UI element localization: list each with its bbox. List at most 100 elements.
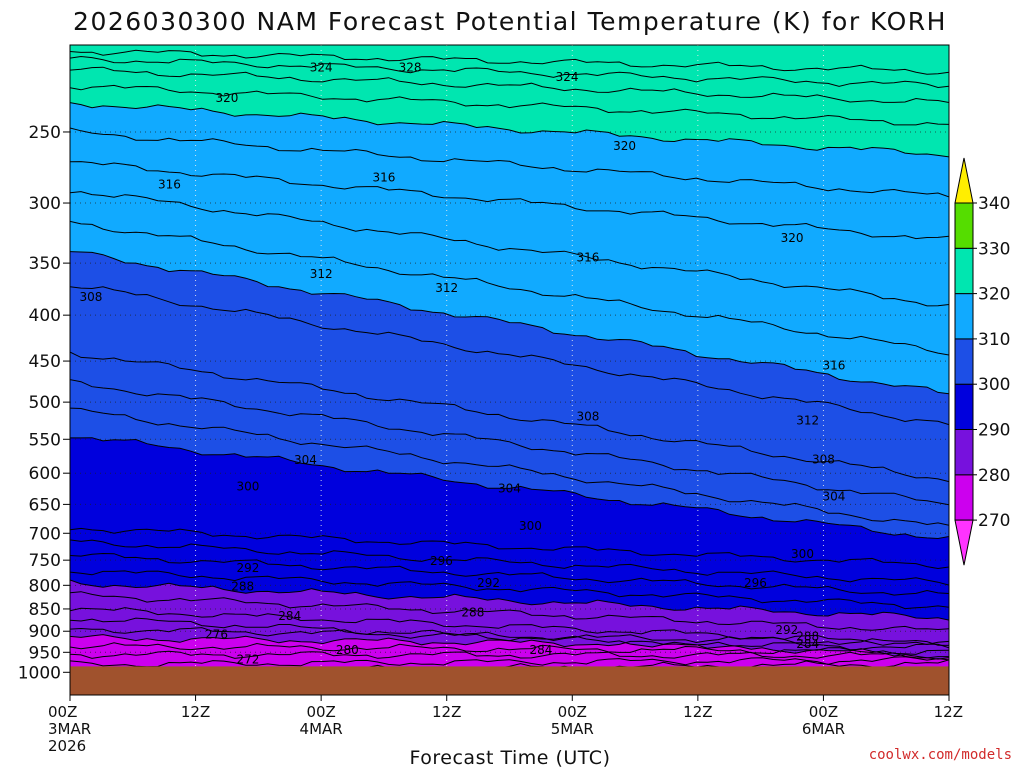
contour-label-31: 288 <box>796 629 819 643</box>
contour-320 <box>70 102 949 158</box>
contour-label-32: 280 <box>336 643 359 657</box>
y-tick-label-900: 900 <box>29 622 61 642</box>
contour-label-2: 324 <box>556 70 579 84</box>
contour-label-19: 304 <box>822 490 845 504</box>
colorbar-tick-label-320: 320 <box>978 285 1010 305</box>
credit-text: coolwx.com/models <box>869 747 1012 763</box>
contour-label-18: 304 <box>498 481 521 495</box>
x-tick-label-4-1: 00Z <box>558 703 587 721</box>
y-tick-label-400: 400 <box>29 306 61 326</box>
colorbar-band-290 <box>954 383 974 431</box>
x-tick-label-4-2: 5MAR <box>551 720 594 738</box>
y-tick-label-500: 500 <box>29 393 61 413</box>
y-tick-label-650: 650 <box>29 495 61 515</box>
x-tick-label-1-1: 12Z <box>181 703 210 721</box>
contour-278 <box>70 642 949 655</box>
contour-label-4: 320 <box>613 139 636 153</box>
contour-label-30: 276 <box>205 628 228 642</box>
contour-294 <box>70 552 949 596</box>
contour-label-17: 300 <box>236 480 259 494</box>
contour-label-3: 320 <box>216 91 239 105</box>
colorbar-tick-label-330: 330 <box>978 239 1010 259</box>
contour-312 <box>70 220 949 356</box>
colorbar-band-280 <box>954 429 974 476</box>
contour-290 <box>70 579 949 621</box>
contour-label-25: 296 <box>744 576 767 590</box>
y-tick-label-350: 350 <box>29 254 61 274</box>
contour-284 <box>70 617 949 660</box>
fill-band-328 <box>70 45 949 75</box>
y-tick-label-300: 300 <box>29 194 61 214</box>
colorbar-tick-label-300: 300 <box>978 375 1010 395</box>
contour-label-22: 296 <box>430 554 453 568</box>
x-tick-label-0-2: 3MAR <box>48 720 91 738</box>
contour-328 <box>70 49 949 75</box>
y-axis: 2503003504004505005506006507007508008509… <box>18 123 70 683</box>
colorbar-tick-label-340: 340 <box>978 194 1010 214</box>
chart-title: 2026030300 NAM Forecast Potential Temper… <box>73 7 947 36</box>
contour-labels: 324 328 324 320 320 316 316 320 316 312 312 308 316 3… <box>79 61 845 667</box>
contour-314 <box>70 191 949 307</box>
grid-lines <box>70 45 949 695</box>
plot-frame <box>69 44 950 696</box>
y-tick-label-1000: 1000 <box>18 663 61 683</box>
contour-label-5: 316 <box>158 177 181 191</box>
contour-label-8: 316 <box>577 251 600 265</box>
colorbar-band-300 <box>954 338 974 385</box>
x-tick-label-2-1: 00Z <box>306 703 335 721</box>
y-tick-label-700: 700 <box>29 524 61 544</box>
contour-306 <box>70 351 949 483</box>
contour-label-15: 304 <box>294 453 317 467</box>
contour-label-21: 300 <box>791 547 814 561</box>
contour-298 <box>70 527 949 570</box>
colorbar-tick-label-290: 290 <box>978 421 1010 441</box>
y-tick-label-550: 550 <box>29 430 61 450</box>
contour-label-34: 284 <box>796 637 819 651</box>
contour-324 <box>70 66 949 103</box>
contour-label-1: 328 <box>399 61 422 75</box>
contour-label-27: 284 <box>278 609 301 623</box>
plot-area: 324 328 324 320 320 316 316 320 316 312 312 308 316 3… <box>70 45 949 695</box>
colorbar-tick-label-270: 270 <box>978 511 1010 531</box>
x-tick-label-6-2: 6MAR <box>802 720 845 738</box>
colorbar-band-320 <box>954 247 974 295</box>
x-tick-label-6-1: 00Z <box>809 703 838 721</box>
colorbar-band-310 <box>954 293 974 340</box>
contour-label-9: 312 <box>310 267 333 281</box>
y-tick-label-250: 250 <box>29 123 61 143</box>
contour-label-6: 316 <box>372 171 395 185</box>
contour-276 <box>70 650 949 659</box>
contour-304 <box>70 379 949 506</box>
contour-label-12: 316 <box>822 358 845 372</box>
y-tick-label-800: 800 <box>29 576 61 596</box>
contour-326 <box>70 55 949 89</box>
contour-296 <box>70 539 949 586</box>
contour-label-14: 312 <box>796 413 819 427</box>
contour-label-35: 272 <box>236 653 259 667</box>
colorbar-tick-label-310: 310 <box>978 330 1010 350</box>
x-tick-label-0-3: 2026 <box>48 737 86 755</box>
contour-310 <box>70 251 949 395</box>
contour-label-28: 288 <box>461 606 484 620</box>
contour-label-20: 300 <box>519 519 542 533</box>
contour-lines <box>70 49 949 675</box>
y-tick-label-950: 950 <box>29 643 61 663</box>
y-tick-label-450: 450 <box>29 352 61 372</box>
contour-label-7: 320 <box>781 231 804 245</box>
y-tick-label-850: 850 <box>29 600 61 620</box>
contour-label-0: 324 <box>310 61 333 75</box>
contour-label-10: 312 <box>435 281 458 295</box>
contour-322 <box>70 84 949 126</box>
contour-label-16: 308 <box>812 452 835 466</box>
colorbar-band-330 <box>954 202 974 249</box>
contour-318 <box>70 127 949 198</box>
contour-286 <box>70 607 949 646</box>
contour-label-13: 308 <box>577 410 600 424</box>
contour-label-24: 292 <box>477 576 500 590</box>
color-fill-layer <box>70 45 949 695</box>
contour-288 <box>70 591 949 631</box>
x-axis-label: Forecast Time (UTC) <box>410 747 611 768</box>
colorbar: 270 280 290 300 310 320 330 340 <box>954 157 1010 566</box>
